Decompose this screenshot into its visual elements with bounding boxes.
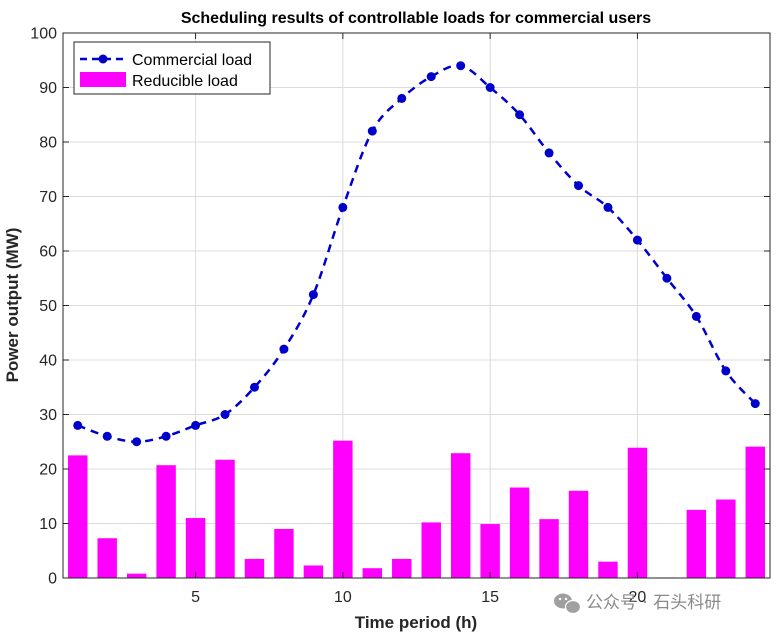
line-series (73, 61, 760, 447)
line-point (515, 110, 525, 120)
bar (362, 568, 383, 578)
line-point (485, 83, 495, 92)
line-point (367, 126, 377, 136)
watermark-text: 公众号 · 石头科研 (586, 593, 721, 613)
y-tick-label: 90 (39, 80, 57, 97)
bar (185, 518, 206, 578)
line-point (397, 93, 407, 103)
legend: Commercial load Reducible load (73, 41, 271, 95)
x-tick-label: 10 (334, 589, 352, 606)
line-point (662, 273, 672, 283)
y-tick-label: 50 (39, 298, 57, 315)
wechat-icon (554, 593, 582, 615)
line-point (456, 61, 466, 71)
bar (244, 558, 265, 578)
bar-series (68, 440, 765, 579)
bar (568, 490, 589, 578)
bar (745, 446, 765, 578)
line-point (220, 410, 230, 419)
line-point (249, 382, 259, 392)
bar (598, 561, 618, 578)
line-point (191, 420, 201, 430)
line-point (426, 72, 436, 82)
bar (156, 465, 176, 578)
legend-marker-swatch (98, 54, 108, 64)
bar (539, 519, 559, 578)
line-point (691, 311, 701, 321)
y-tick-label: 60 (39, 244, 57, 261)
bar (421, 522, 441, 578)
legend-label-commercial-load: Commercial load (132, 52, 252, 69)
y-tick-label: 80 (39, 135, 57, 152)
y-tick-label: 30 (39, 407, 57, 424)
axis-ticks: 0 10 20 30 40 50 60 70 80 90 100 5 10 15 20 (30, 26, 770, 606)
bar (303, 565, 324, 578)
x-tick-label: 20 (629, 589, 647, 606)
bar (392, 558, 412, 578)
line-point (102, 431, 112, 441)
line-point (132, 437, 142, 447)
line-point (161, 431, 171, 441)
line-point (632, 235, 642, 245)
legend-bar-swatch (80, 72, 126, 87)
line-point (73, 420, 83, 430)
bar (97, 538, 117, 578)
bar (126, 573, 147, 578)
y-tick-label: 40 (39, 353, 57, 370)
y-tick-label: 10 (39, 516, 57, 533)
legend-label-reducible-load: Reducible load (132, 73, 238, 90)
line-point (574, 181, 584, 191)
y-axis-title: Power output (MW) (3, 228, 22, 383)
line-point (279, 344, 289, 354)
bar (480, 524, 500, 578)
line-point (338, 202, 348, 212)
line-point (603, 202, 613, 212)
bar (716, 499, 736, 578)
line-point (308, 290, 318, 300)
bar (274, 528, 294, 578)
y-tick-label: 100 (30, 26, 57, 43)
line-point (544, 148, 554, 158)
x-axis-title: Time period (h) (355, 613, 477, 632)
y-tick-label: 70 (39, 189, 57, 206)
bar (68, 455, 88, 578)
bar (509, 487, 530, 578)
y-tick-label: 20 (39, 462, 57, 479)
watermark: 公众号 · 石头科研 (554, 593, 721, 615)
bar (450, 453, 471, 578)
bar (627, 447, 648, 578)
chart-title: Scheduling results of controllable loads… (181, 10, 651, 27)
line-point (721, 366, 731, 376)
x-tick-label: 15 (481, 589, 499, 606)
bar (215, 459, 235, 578)
line-point (750, 399, 760, 409)
y-tick-label: 0 (48, 571, 57, 588)
x-tick-label: 5 (191, 589, 200, 606)
bar (333, 440, 353, 578)
bar (686, 509, 707, 578)
